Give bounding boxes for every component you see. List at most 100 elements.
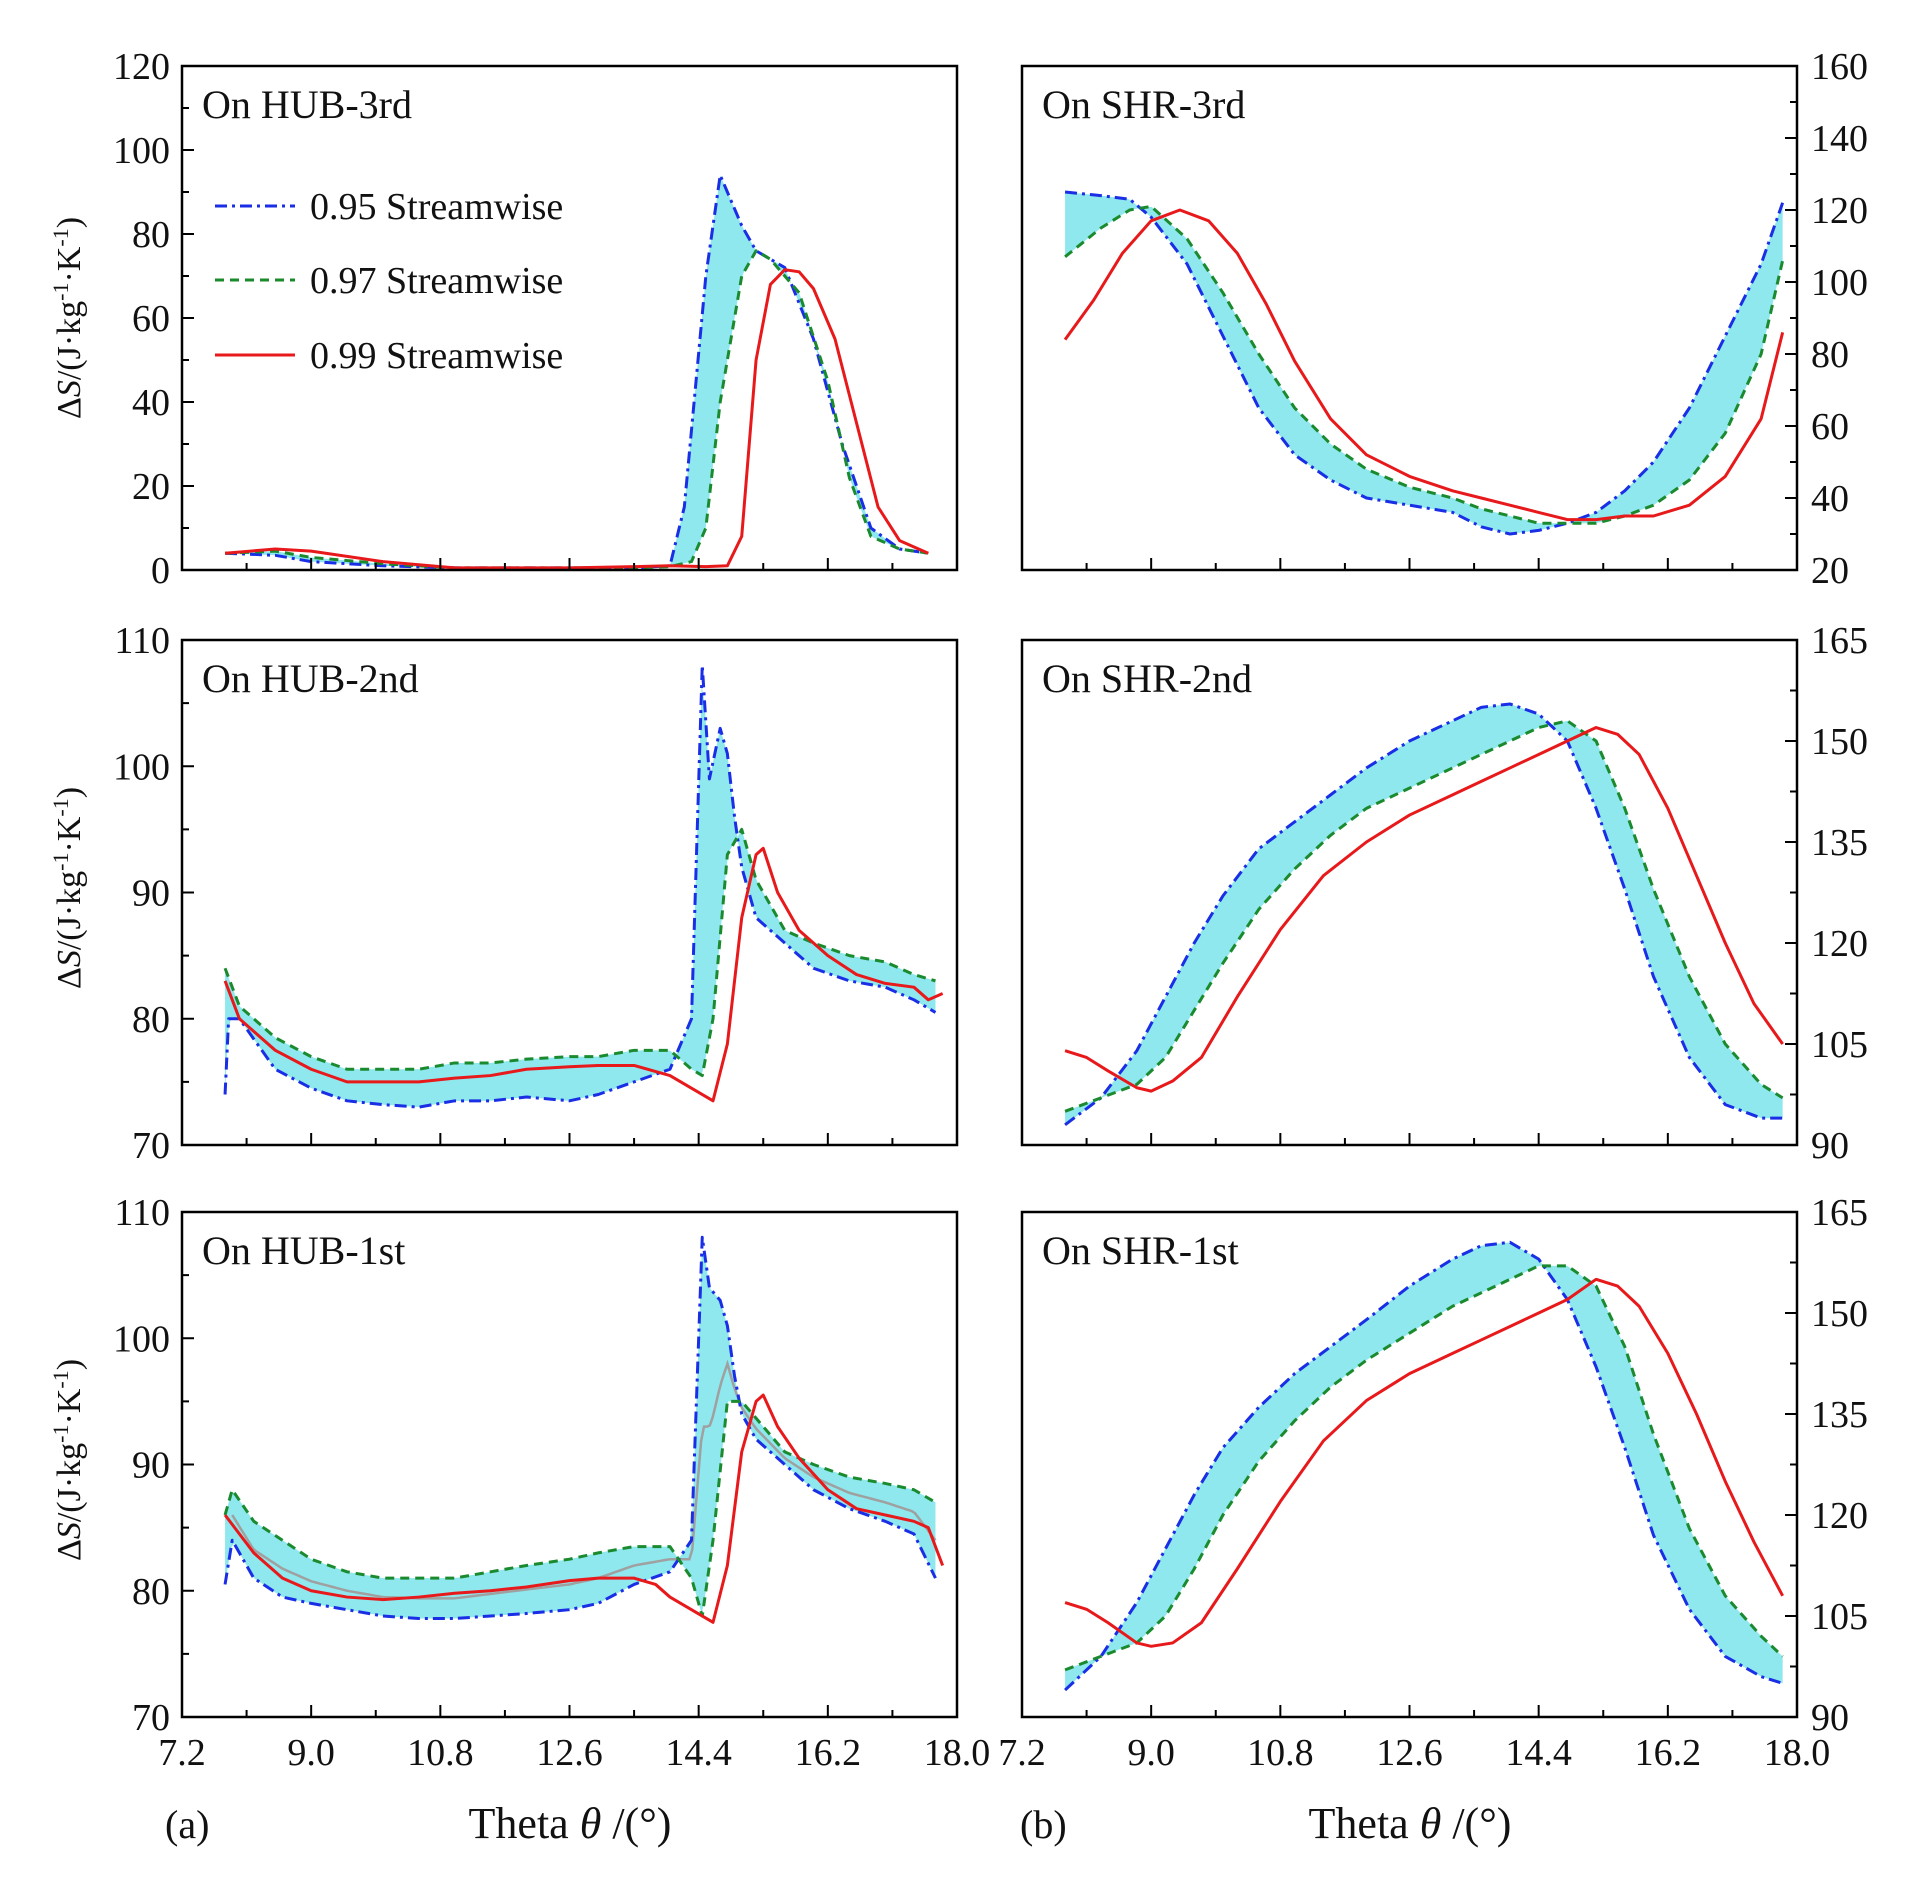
series-line-099 (224, 268, 929, 570)
series-line-097 (1064, 1264, 1784, 1672)
series-line-097 (223, 827, 936, 1078)
series-line-097 (1064, 719, 1784, 1113)
subfigure-label-b: (b) (1020, 1802, 1067, 1847)
y-axis-title-text: ΔS/(J·kg-1·K-1) (48, 1359, 89, 1561)
panel-title: On HUB-2nd (202, 656, 419, 701)
series-line-099 (223, 1393, 945, 1624)
legend: 0.95 Streamwise 0.97 Streamwise 0.99 Str… (215, 186, 563, 377)
series-line-097 (224, 249, 929, 570)
y-tick-label: 70 (132, 1125, 170, 1167)
y-tick-label: 150 (1811, 1293, 1868, 1335)
panel-title: On SHR-2nd (1042, 656, 1252, 701)
y-tick-label: 100 (113, 746, 170, 788)
y-tick-label: 150 (1811, 721, 1868, 763)
y-tick-label: 40 (1811, 478, 1849, 520)
series-line-099 (1064, 726, 1784, 1093)
legend-label-095: 0.95 Streamwise (310, 186, 563, 228)
y-tick-label: 60 (132, 298, 170, 340)
plot-frame (180, 64, 959, 572)
x-tick-label: 10.8 (407, 1732, 474, 1774)
panels-layer: 0 20 40 60 80 100 120 On HUB-3rd 20 40 60 80 100 120 1… (113, 46, 1868, 1774)
series-line-095 (1064, 190, 1785, 536)
y-tick-label: 120 (113, 46, 170, 88)
y-tick-label: 70 (132, 1697, 170, 1739)
x-axis-title-right: Theta θ /(°) (1309, 1799, 1512, 1848)
panel-shr2: 90 105 120 135 150 165 On SHR-2nd (1020, 620, 1868, 1167)
y-tick-label: 160 (1811, 46, 1868, 88)
series-line-095 (1064, 702, 1783, 1126)
y-tick-label: 165 (1811, 1192, 1868, 1234)
series-line-095 (223, 1235, 937, 1621)
y-tick-label: 120 (1811, 1495, 1868, 1537)
series-line-095 (1064, 1240, 1784, 1692)
y-tick-label: 90 (132, 873, 170, 915)
x-tick-label: 12.6 (1376, 1732, 1443, 1774)
series-line-095 (223, 663, 937, 1109)
panel-hub3: 0 20 40 60 80 100 120 On HUB-3rd (113, 46, 959, 592)
x-tick-label: 7.2 (158, 1732, 206, 1774)
x-tick-label: 12.6 (536, 1732, 603, 1774)
legend-label-099: 0.99 Streamwise (310, 335, 563, 377)
series-line-097 (223, 1399, 937, 1618)
y-tick-label: 110 (114, 1192, 170, 1234)
y-tick-label: 165 (1811, 620, 1868, 662)
x-tick-label: 18.0 (924, 1732, 991, 1774)
panel-title: On SHR-3rd (1042, 82, 1245, 127)
series-line-099 (1063, 208, 1785, 522)
x-tick-label: 16.2 (795, 1732, 862, 1774)
panel-shr3: 20 40 60 80 100 120 140 160 On SHR-3rd (1020, 46, 1868, 592)
y-tick-label: 80 (132, 1571, 170, 1613)
series-line-099 (223, 846, 944, 1103)
x-tick-label: 14.4 (1505, 1732, 1572, 1774)
x-tick-label: 16.2 (1635, 1732, 1702, 1774)
y-tick-label: 120 (1811, 923, 1868, 965)
y-tick-label: 105 (1811, 1024, 1868, 1066)
y-tick-label: 0 (151, 550, 170, 592)
panel-shr1: 7.2 9.0 10.8 12.6 14.4 16.2 18.090 105 120 135 150… (998, 1192, 1868, 1774)
y-tick-label: 20 (1811, 550, 1849, 592)
y-axis-title-row2: ΔS/(J·kg-1·K-1) (48, 787, 89, 989)
x-tick-label: 18.0 (1764, 1732, 1831, 1774)
band-095-097 (1065, 704, 1783, 1125)
panel-title: On HUB-1st (202, 1228, 405, 1273)
series-line-097 (1064, 204, 1785, 525)
band-095-097 (225, 1253, 936, 1619)
y-tick-label: 135 (1811, 822, 1868, 864)
x-tick-label: 9.0 (1127, 1732, 1175, 1774)
band-095-097 (1065, 1242, 1783, 1691)
panel-hub2: 70 80 90 100 110 On HUB-2nd (113, 620, 959, 1167)
y-tick-label: 140 (1811, 118, 1868, 160)
plot-frame (180, 1210, 959, 1719)
y-tick-label: 90 (132, 1445, 170, 1487)
y-tick-label: 80 (132, 214, 170, 256)
y-tick-label: 80 (1811, 334, 1849, 376)
legend-label-097: 0.97 Streamwise (310, 260, 563, 302)
y-tick-label: 40 (132, 382, 170, 424)
y-tick-label: 60 (1811, 406, 1849, 448)
x-tick-label: 9.0 (287, 1732, 335, 1774)
y-axis-title-row1: ΔS/(J·kg-1·K-1) (48, 217, 89, 419)
y-tick-label: 110 (114, 620, 170, 662)
y-tick-label: 100 (113, 130, 170, 172)
y-tick-label: 90 (1811, 1125, 1849, 1167)
panel-title: On HUB-3rd (202, 82, 412, 127)
series-line-099 (1064, 1277, 1784, 1648)
subfigure-label-a: (a) (165, 1802, 209, 1847)
y-tick-label: 135 (1811, 1394, 1868, 1436)
band-095-097 (225, 685, 936, 1108)
y-tick-label: 20 (132, 466, 170, 508)
x-tick-label: 7.2 (998, 1732, 1046, 1774)
y-tick-label: 100 (1811, 262, 1868, 304)
y-tick-label: 100 (113, 1318, 170, 1360)
y-axis-title-text: ΔS/(J·kg-1·K-1) (48, 787, 89, 989)
x-axis-title-left: Theta θ /(°) (469, 1799, 672, 1848)
x-tick-label: 14.4 (665, 1732, 732, 1774)
y-axis-title-text: ΔS/(J·kg-1·K-1) (48, 217, 89, 419)
y-tick-label: 105 (1811, 1596, 1868, 1638)
y-tick-label: 90 (1811, 1697, 1849, 1739)
y-axis-title-row3: ΔS/(J·kg-1·K-1) (48, 1359, 89, 1561)
y-tick-label: 80 (132, 999, 170, 1041)
x-tick-label: 10.8 (1247, 1732, 1314, 1774)
y-tick-label: 120 (1811, 190, 1868, 232)
